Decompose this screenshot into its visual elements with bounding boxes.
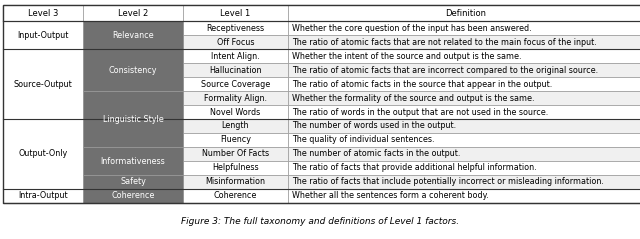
Text: Whether the formality of the source and output is the same.: Whether the formality of the source and …: [292, 93, 534, 103]
Text: Formality Align.: Formality Align.: [204, 93, 267, 103]
Bar: [288, 35, 640, 49]
Bar: [183, 133, 288, 147]
Text: Source Coverage: Source Coverage: [201, 80, 270, 88]
Text: The ratio of atomic facts that are not related to the main focus of the input.: The ratio of atomic facts that are not r…: [292, 38, 596, 47]
Bar: [83, 147, 183, 175]
Bar: [288, 49, 640, 63]
Bar: [183, 49, 288, 63]
Bar: [3, 49, 83, 119]
Bar: [3, 21, 83, 49]
Text: Consistency: Consistency: [109, 65, 157, 75]
Bar: [3, 119, 83, 189]
Bar: [183, 63, 288, 77]
Text: Safety: Safety: [120, 178, 146, 186]
Text: Helpfulness: Helpfulness: [212, 163, 259, 173]
Bar: [183, 161, 288, 175]
Bar: [288, 175, 640, 189]
Bar: [183, 5, 288, 21]
Bar: [183, 175, 288, 189]
Text: Off Focus: Off Focus: [217, 38, 254, 47]
Text: The ratio of atomic facts in the source that appear in the output.: The ratio of atomic facts in the source …: [292, 80, 552, 88]
Text: Misinformation: Misinformation: [205, 178, 266, 186]
Bar: [83, 21, 183, 49]
Text: Definition: Definition: [445, 9, 486, 17]
Bar: [83, 49, 183, 91]
Bar: [288, 21, 640, 35]
Bar: [288, 105, 640, 119]
Text: The quality of individual sentences.: The quality of individual sentences.: [292, 136, 435, 145]
Text: Novel Words: Novel Words: [211, 108, 260, 116]
Text: Informativeness: Informativeness: [100, 157, 165, 165]
Bar: [288, 63, 640, 77]
Bar: [288, 5, 640, 21]
Bar: [83, 175, 183, 189]
Text: Level 1: Level 1: [220, 9, 251, 17]
Bar: [288, 161, 640, 175]
Bar: [183, 77, 288, 91]
Bar: [183, 91, 288, 105]
Bar: [183, 119, 288, 133]
Bar: [83, 5, 183, 21]
Bar: [183, 147, 288, 161]
Bar: [288, 147, 640, 161]
Text: Fluency: Fluency: [220, 136, 251, 145]
Bar: [183, 189, 288, 203]
Bar: [288, 189, 640, 203]
Bar: [183, 105, 288, 119]
Text: Number Of Facts: Number Of Facts: [202, 150, 269, 158]
Text: The ratio of facts that include potentially incorrect or misleading information.: The ratio of facts that include potentia…: [292, 178, 604, 186]
Text: Hallucination: Hallucination: [209, 65, 262, 75]
Text: Receptiveness: Receptiveness: [207, 23, 264, 33]
Bar: [288, 133, 640, 147]
Text: Coherence: Coherence: [214, 191, 257, 201]
Text: Whether the intent of the source and output is the same.: Whether the intent of the source and out…: [292, 51, 522, 60]
Bar: [3, 5, 83, 21]
Text: Relevance: Relevance: [112, 31, 154, 39]
Text: Whether the core question of the input has been answered.: Whether the core question of the input h…: [292, 23, 532, 33]
Text: Level 3: Level 3: [28, 9, 58, 17]
Text: Figure 3: The full taxonomy and definitions of Level 1 factors.: Figure 3: The full taxonomy and definiti…: [181, 217, 459, 226]
Bar: [288, 91, 640, 105]
Text: Output-Only: Output-Only: [19, 150, 68, 158]
Text: Source-Output: Source-Output: [13, 80, 72, 88]
Text: The ratio of words in the output that are not used in the source.: The ratio of words in the output that ar…: [292, 108, 548, 116]
Bar: [288, 77, 640, 91]
Text: Coherence: Coherence: [111, 191, 155, 201]
Bar: [3, 5, 640, 203]
Bar: [3, 5, 640, 21]
Text: The number of words used in the output.: The number of words used in the output.: [292, 121, 456, 130]
Bar: [83, 189, 183, 203]
Text: Intent Align.: Intent Align.: [211, 51, 260, 60]
Text: Length: Length: [221, 121, 249, 130]
Text: Linguistic Style: Linguistic Style: [102, 114, 163, 124]
Bar: [183, 21, 288, 35]
Bar: [183, 35, 288, 49]
Text: Intra-Output: Intra-Output: [18, 191, 68, 201]
Text: The ratio of atomic facts that are incorrect compared to the original source.: The ratio of atomic facts that are incor…: [292, 65, 598, 75]
Text: Level 2: Level 2: [118, 9, 148, 17]
Bar: [288, 119, 640, 133]
Bar: [3, 189, 83, 203]
Text: Input-Output: Input-Output: [17, 31, 68, 39]
Bar: [83, 91, 183, 147]
Text: Whether all the sentences form a coherent body.: Whether all the sentences form a coheren…: [292, 191, 489, 201]
Text: The ratio of facts that provide additional helpful information.: The ratio of facts that provide addition…: [292, 163, 536, 173]
Text: The number of atomic facts in the output.: The number of atomic facts in the output…: [292, 150, 460, 158]
